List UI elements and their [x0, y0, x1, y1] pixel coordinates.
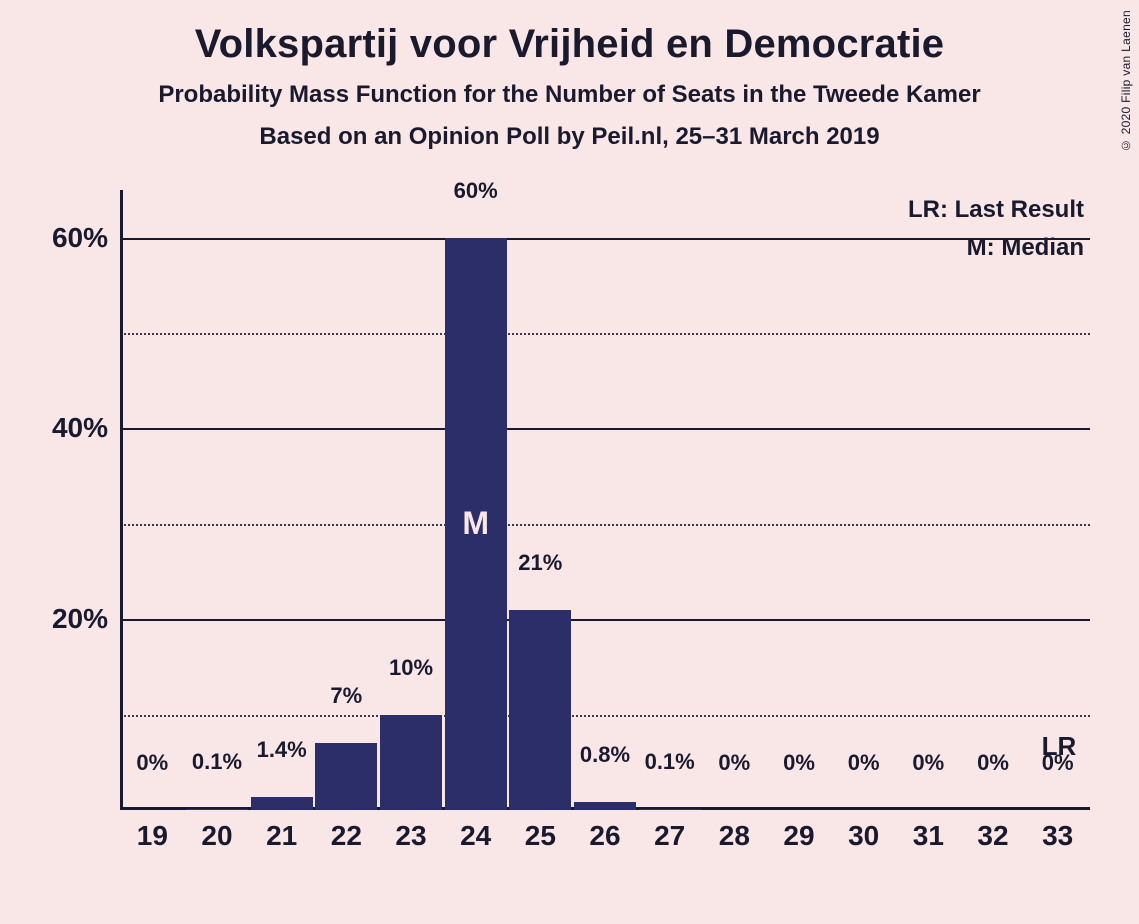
bar-value-label: 0% — [718, 750, 750, 780]
plot-area: LR: Last Result M: Median 20%40%60%0%190… — [120, 190, 1090, 810]
bar-value-label: 0% — [912, 750, 944, 780]
grid-major — [120, 238, 1090, 240]
chart-area: LR: Last Result M: Median 20%40%60%0%190… — [30, 180, 1110, 880]
legend-lr: LR: Last Result — [908, 196, 1084, 224]
x-tick-label: 28 — [719, 810, 750, 852]
bar-value-label: 0% — [977, 750, 1009, 780]
x-tick-label: 19 — [137, 810, 168, 852]
bar-value-label: 0% — [783, 750, 815, 780]
bar — [574, 802, 636, 810]
bar-value-label: 21% — [518, 550, 562, 580]
bar-value-label: 0.8% — [580, 742, 630, 772]
y-tick-label: 20% — [52, 603, 120, 635]
grid-major — [120, 619, 1090, 621]
x-tick-label: 27 — [654, 810, 685, 852]
bar-value-label: 0% — [136, 750, 168, 780]
copyright-label: © 2020 Filip van Laenen — [1119, 10, 1133, 152]
x-tick-label: 33 — [1042, 810, 1073, 852]
chart-subtitle-2: Based on an Opinion Poll by Peil.nl, 25–… — [0, 123, 1139, 151]
last-result-marker: LR — [1042, 731, 1077, 762]
grid-minor — [120, 524, 1090, 526]
x-tick-label: 29 — [783, 810, 814, 852]
x-tick-label: 24 — [460, 810, 491, 852]
x-tick-label: 31 — [913, 810, 944, 852]
bar-value-label: 10% — [389, 655, 433, 685]
x-tick-label: 20 — [201, 810, 232, 852]
x-tick-label: 25 — [525, 810, 556, 852]
x-tick-label: 22 — [331, 810, 362, 852]
bar — [251, 797, 313, 810]
x-tick-label: 23 — [395, 810, 426, 852]
grid-minor — [120, 333, 1090, 335]
x-tick-label: 32 — [977, 810, 1008, 852]
x-tick-label: 21 — [266, 810, 297, 852]
bar-value-label: 0% — [848, 750, 880, 780]
bar-value-label: 0.1% — [645, 749, 695, 779]
bar: M — [445, 238, 507, 810]
bar — [380, 715, 442, 810]
bar — [315, 743, 377, 810]
chart-title: Volkspartij voor Vrijheid en Democratie — [0, 0, 1139, 67]
median-marker: M — [462, 505, 489, 542]
grid-minor — [120, 715, 1090, 717]
y-axis — [120, 190, 123, 810]
x-tick-label: 26 — [589, 810, 620, 852]
y-tick-label: 60% — [52, 222, 120, 254]
bar-value-label: 0.1% — [192, 749, 242, 779]
y-tick-label: 40% — [52, 412, 120, 444]
grid-major — [120, 428, 1090, 430]
chart-subtitle-1: Probability Mass Function for the Number… — [0, 81, 1139, 109]
bar-value-label: 1.4% — [257, 737, 307, 767]
bar — [509, 610, 571, 810]
bar-value-label: 7% — [330, 683, 362, 713]
bar-value-label: 60% — [454, 178, 498, 208]
x-tick-label: 30 — [848, 810, 879, 852]
